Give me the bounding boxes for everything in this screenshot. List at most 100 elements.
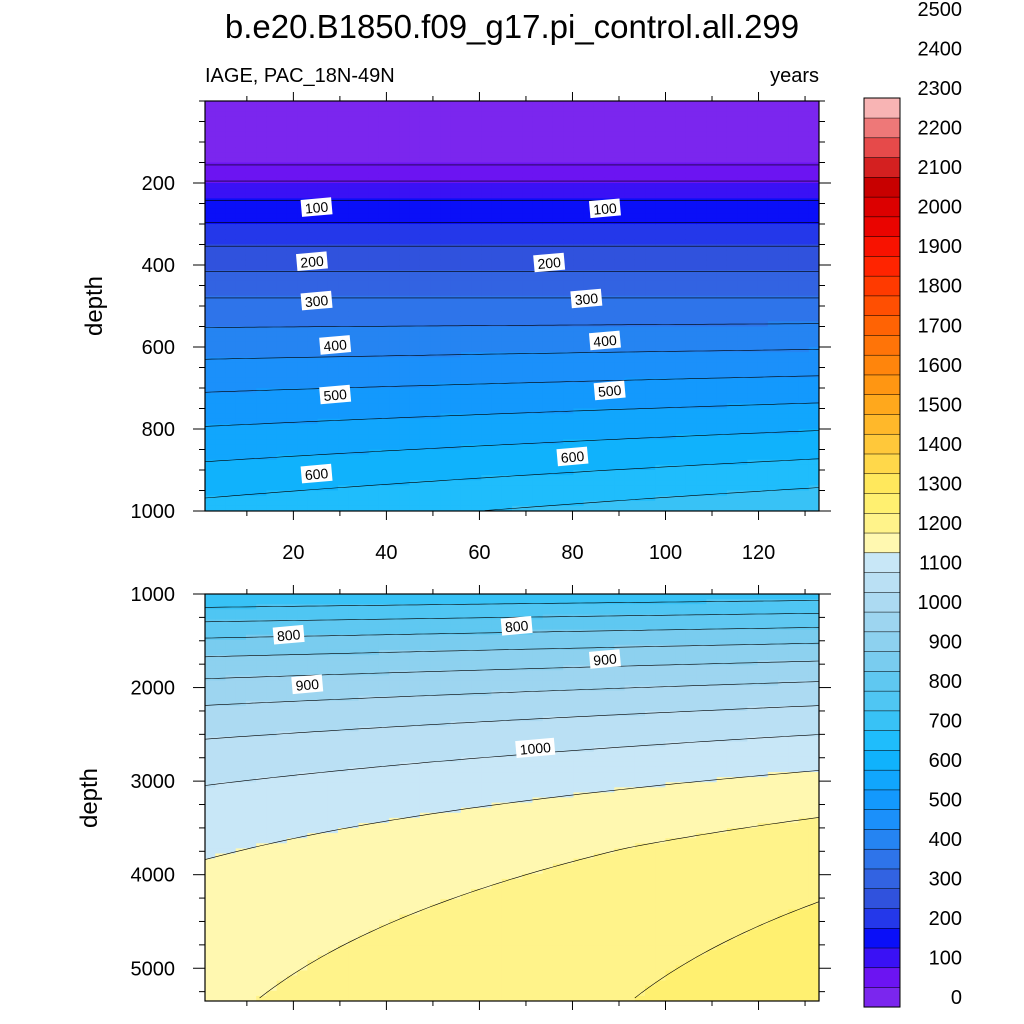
contour-fill-cell [808,270,819,276]
contour-fill-cell [348,136,360,143]
contour-fill-cell [225,357,237,363]
contour-fill-cell [389,290,401,297]
contour-fill-cell [358,331,370,338]
contour-fill-cell [798,423,810,430]
contour-fill-cell [286,280,298,287]
contour-fill-cell [655,218,667,225]
contour-fill-cell [634,418,646,425]
contour-fill-cell [645,490,656,497]
contour-fill-cell [307,183,319,189]
contour-fill-cell [399,464,411,471]
contour-fill-cell [767,198,779,205]
contour-fill-cell [205,290,216,297]
contour-fill-cell [399,172,411,179]
contour-fill-cell [481,295,493,302]
contour-fill-cell [276,495,288,502]
contour-fill-cell [338,449,349,456]
contour-fill-cell [542,234,554,240]
contour-fill-cell [522,254,534,261]
contour-fill-cell [788,388,800,394]
contour-fill-cell [726,229,738,235]
contour-fill-cell [348,101,360,107]
contour-fill-cell [788,321,800,328]
contour-fill-cell [757,382,769,389]
contour-fill-cell [491,183,503,189]
contour-fill-cell [378,464,390,471]
contour-fill-cell [368,218,380,225]
contour-fill-cell [604,213,615,220]
contour-fill-cell [430,449,441,456]
contour-fill-cell [808,218,819,225]
contour-fill-cell [450,300,462,307]
contour-fill-cell [624,183,636,189]
contour-fill-cell [737,116,748,123]
contour-fill-cell [481,142,493,148]
contour-fill-cell [286,224,298,230]
contour-fill-cell [624,116,636,123]
contour-fill-cell [522,157,534,164]
contour-fill-cell [327,464,339,471]
contour-fill-cell [358,198,370,205]
contour-fill-cell [512,177,523,184]
contour-fill-cell [430,111,441,117]
contour-fill-cell [542,101,554,107]
contour-fill-cell [205,126,216,133]
contour-fill-cell [235,336,247,343]
contour-fill-cell [266,347,278,353]
contour-fill-cell [604,434,615,440]
contour-fill-cell [593,285,605,292]
contour-fill-cell [706,367,718,374]
contour-fill-cell [788,444,800,451]
contour-fill-cell [266,341,278,348]
contour-fill-cell [266,439,278,445]
contour-fill-cell [675,142,687,148]
contour-fill-cell [491,213,503,220]
contour-fill-cell [225,388,237,394]
contour-fill-cell [737,275,748,281]
contour-fill-cell [532,239,544,246]
contour-fill-cell [430,418,441,425]
contour-fill-cell [706,111,718,117]
contour-fill-cell [327,295,339,302]
contour-fill-cell [286,470,298,476]
contour-fill-cell [235,147,247,153]
contour-fill-cell [522,413,534,420]
contour-fill-cell [307,326,319,333]
contour-fill-cell [409,208,421,215]
contour-fill-cell [665,116,677,123]
contour-fill-cell [368,106,380,112]
contour-fill-cell [430,275,441,281]
contour-fill-cell [419,275,431,281]
contour-fill-cell [675,423,687,430]
contour-fill-cell [645,136,656,143]
contour-fill-cell [696,408,708,415]
contour-fill-cell [491,377,503,384]
contour-fill-cell [338,413,349,420]
contour-fill-cell [368,265,380,271]
contour-fill-cell [286,172,298,179]
contour-fill-cell [798,136,810,143]
contour-fill-cell [645,449,656,456]
contour-fill-cell [205,444,216,451]
contour-fill-cell [348,131,360,138]
contour-fill-cell [634,336,646,343]
contour-fill-cell [409,347,421,353]
contour-fill-cell [491,136,503,143]
contour-fill-cell [297,352,308,358]
contour-fill-cell [389,403,401,410]
contour-fill-cell [348,352,360,358]
contour-fill-cell [747,147,759,153]
contour-fill-cell [205,198,216,205]
contour-fill-cell [624,357,636,363]
contour-fill-cell [256,136,267,143]
contour-fill-cell [471,188,482,194]
contour-fill-cell [317,126,329,133]
contour-fill-cell [522,429,534,435]
contour-fill-cell [798,147,810,153]
contour-fill-cell [286,316,298,322]
contour-fill-cell [378,367,390,374]
contour-fill-cell [798,142,810,148]
contour-fill-cell [726,285,738,292]
contour-fill-cell [378,449,390,456]
contour-fill-cell [583,254,595,261]
